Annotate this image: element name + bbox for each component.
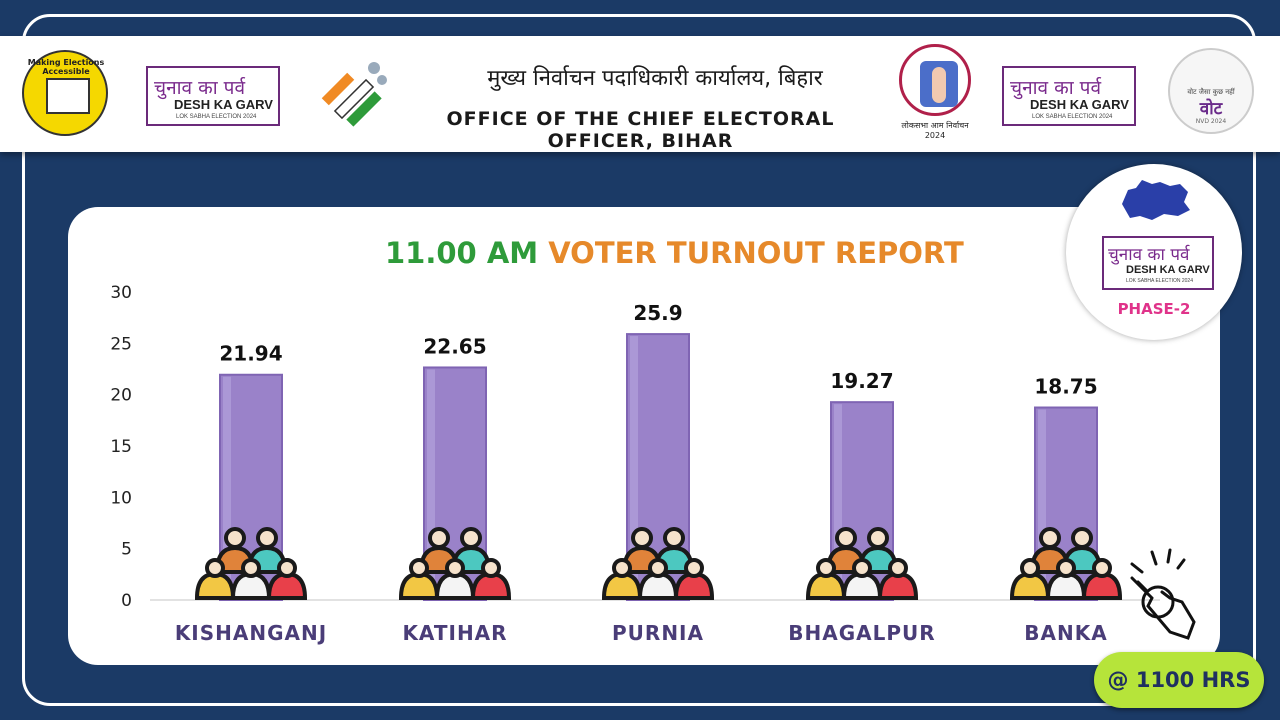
election-commission-logo xyxy=(321,62,387,127)
x-tick-label: KATIHAR xyxy=(402,621,507,645)
crowd-icon xyxy=(1009,527,1123,600)
value-label: 21.94 xyxy=(219,342,282,366)
y-tick-label: 15 xyxy=(110,437,132,457)
header-hindi-title: मुख्य निर्वाचन पदाधिकारी कार्यालय, बिहार xyxy=(487,66,823,91)
y-tick-label: 0 xyxy=(121,591,132,611)
inked-finger-icon xyxy=(932,67,946,103)
y-tick-label: 10 xyxy=(110,488,132,508)
accessible-logo-text: Making Elections Accessible xyxy=(27,58,105,76)
header-english-title: OFFICE OF THE CHIEF ELECTORAL OFFICER, B… xyxy=(446,108,835,152)
bar-highlight xyxy=(630,336,638,598)
bar-highlight xyxy=(1038,409,1046,598)
time-pill: @ 1100 HRS xyxy=(1094,652,1264,708)
badge-campaign-hindi: चुनाव का पर्व xyxy=(1108,245,1190,265)
chunav-ka-parv-logo-left: चुनाव का पर्व DESH KA GARV LOK SABHA ELE… xyxy=(146,66,280,126)
chart-title: 11.00 AM VOTER TURNOUT REPORT xyxy=(385,236,964,270)
crowd-icon xyxy=(194,527,308,600)
accessible-elections-logo: Making Elections Accessible xyxy=(22,50,108,136)
campaign-hindi: चुनाव का पर्व xyxy=(1010,77,1102,99)
sveep-logo: लोकसभा आम निर्वाचन 2024 xyxy=(895,44,975,142)
crowd-icon xyxy=(805,527,919,600)
bihar-map-icon xyxy=(1122,180,1190,220)
phase-badge: चुनाव का पर्व DESH KA GARV LOK SABHA ELE… xyxy=(1066,164,1242,340)
x-tick-label: KISHANGANJ xyxy=(175,621,327,645)
badge-campaign-sub: LOK SABHA ELECTION 2024 xyxy=(1126,278,1193,284)
value-label: 25.9 xyxy=(633,301,682,325)
campaign-sub: LOK SABHA ELECTION 2024 xyxy=(1032,114,1113,120)
x-tick-label: PURNIA xyxy=(612,621,704,645)
crowd-icon xyxy=(601,527,715,600)
badge-campaign-logo: चुनाव का पर्व DESH KA GARV LOK SABHA ELE… xyxy=(1102,236,1214,290)
x-tick-label: BHAGALPUR xyxy=(788,621,935,645)
badge-campaign-english: DESH KA GARV xyxy=(1126,264,1210,276)
sveep-caption: लोकसभा आम निर्वाचन 2024 xyxy=(901,121,969,140)
crowd-icon xyxy=(398,527,512,600)
campaign-sub: LOK SABHA ELECTION 2024 xyxy=(176,114,257,120)
value-label: 22.65 xyxy=(423,334,486,358)
campaign-hindi: चुनाव का पर्व xyxy=(154,77,246,99)
bar-highlight xyxy=(834,404,842,598)
vote-logo: वोट जैसा कुछ नहीं वोट NVD 2024 xyxy=(1168,48,1254,134)
bar-highlight xyxy=(427,369,435,598)
title-time: 11.00 AM xyxy=(385,236,539,270)
title-rest: VOTER TURNOUT REPORT xyxy=(548,236,964,270)
sveep-circle xyxy=(899,44,971,116)
value-label: 18.75 xyxy=(1034,375,1097,399)
y-tick-label: 5 xyxy=(121,540,132,560)
phase-label: PHASE-2 xyxy=(1117,300,1191,318)
outer-frame xyxy=(22,14,1256,706)
bar-highlight xyxy=(223,376,231,598)
y-tick-label: 25 xyxy=(110,334,132,354)
chunav-ka-parv-logo-right: चुनाव का पर्व DESH KA GARV LOK SABHA ELE… xyxy=(1002,66,1136,126)
vote-logo-text: वोट xyxy=(1199,99,1223,119)
campaign-english: DESH KA GARV xyxy=(174,97,273,112)
y-tick-label: 20 xyxy=(110,386,132,406)
y-tick-label: 30 xyxy=(110,283,132,303)
value-label: 19.27 xyxy=(830,369,893,393)
x-tick-label: BANKA xyxy=(1024,621,1107,645)
ballot-icon xyxy=(46,78,90,114)
vote-logo-foot: NVD 2024 xyxy=(1195,118,1227,125)
tap-hand-icon xyxy=(1130,548,1196,640)
vote-logo-sub: वोट जैसा कुछ नहीं xyxy=(1187,88,1235,96)
campaign-english: DESH KA GARV xyxy=(1030,97,1129,112)
